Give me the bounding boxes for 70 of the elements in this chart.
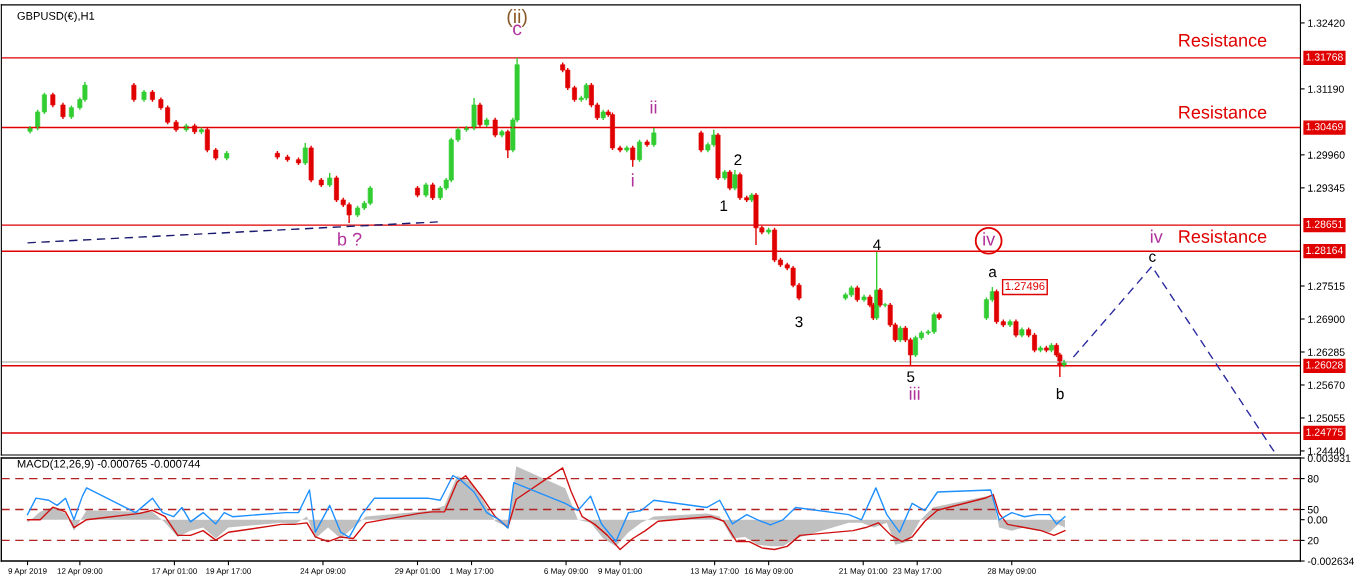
x-tick-label: 29 Apr 01:00	[395, 568, 441, 576]
x-tick-label: 9 Apr 2019	[8, 568, 47, 576]
ref-line-label: 1.24775	[1306, 428, 1343, 436]
annotation: 1.27496	[1005, 282, 1045, 291]
y-tick-label: 1.26285	[1308, 348, 1345, 356]
y-tick-label: 1.27515	[1308, 282, 1345, 290]
annotation: b ?	[338, 232, 362, 246]
annotation: c	[1149, 253, 1156, 262]
y-tick-label: 1.24440	[1308, 447, 1345, 455]
annotation: 1	[720, 200, 728, 211]
annotation: 3	[795, 316, 803, 328]
candlestick	[861, 294, 867, 303]
candlestick	[50, 91, 56, 108]
y-tick-label: -0.002634	[1307, 557, 1354, 565]
x-tick-label: 23 May 17:00	[893, 568, 942, 576]
x-tick-label: 9 May 01:00	[598, 568, 642, 576]
annotation: iii	[909, 386, 920, 400]
x-tick-label: 28 May 09:00	[987, 568, 1036, 576]
ref-line-label: 1.28651	[1306, 220, 1343, 228]
x-tick-label: 13 May 17:00	[690, 568, 739, 576]
candlestick	[624, 145, 630, 153]
x-tick-label: 17 Apr 01:00	[152, 568, 197, 576]
candlestick	[499, 128, 505, 138]
candlestick	[423, 182, 429, 198]
y-tick-label: 0.003931	[1307, 454, 1351, 462]
x-tick-label: 1 May 17:00	[449, 568, 494, 576]
ref-line-label: 1.30469	[1306, 122, 1343, 131]
candlestick	[141, 89, 147, 103]
candlestick	[302, 142, 308, 166]
y2-tick-label: 80	[1307, 475, 1319, 483]
y-tick-label: 1.26900	[1308, 315, 1345, 323]
y2-tick-label: 20	[1307, 536, 1319, 545]
annotation: ii	[650, 100, 657, 114]
y-tick-label: 1.29960	[1308, 151, 1345, 159]
candlestick	[936, 311, 942, 321]
annotation: Resistance	[1179, 33, 1267, 47]
annotation: b	[1056, 387, 1064, 400]
x-tick-label: 16 May 09:00	[744, 568, 793, 576]
y-tick-label: 1.29345	[1308, 184, 1345, 192]
annotation: 4	[873, 239, 881, 251]
text: GBPUSD(€),H1	[17, 11, 95, 22]
candlestick	[630, 145, 636, 168]
annotation: i	[631, 173, 634, 187]
annotation: a	[988, 268, 997, 278]
x-tick-label: 6 May 09:00	[544, 568, 588, 576]
candlestick	[882, 302, 888, 308]
candlestick	[644, 139, 650, 148]
x-tick-label: 12 Apr 09:00	[57, 568, 103, 576]
candlestick	[1019, 326, 1025, 338]
x-tick-label: 24 Apr 09:00	[300, 568, 346, 576]
ref-line-label: 1.31768	[1306, 53, 1343, 61]
y-tick-label: 1.25670	[1308, 381, 1345, 389]
ref-line-label: 1.28164	[1306, 246, 1343, 254]
y-tick-label: 1.25055	[1308, 414, 1345, 422]
annotation: iv	[1150, 229, 1163, 243]
ref-line-label: 1.26028	[1306, 361, 1343, 369]
chart-title: MACD(12,26,9) -0.000765 -0.000744	[17, 459, 201, 470]
y-tick-label: 1.31190	[1308, 85, 1344, 93]
y-tick-label: 0.00	[1307, 516, 1328, 524]
x-tick-label: 21 May 01:00	[839, 568, 888, 576]
annotation: 2	[734, 154, 742, 166]
annotation: iv	[983, 232, 996, 246]
annotation: Resistance	[1179, 229, 1267, 243]
candlestick	[617, 145, 623, 153]
annotation: 5	[907, 371, 915, 383]
y-tick-label: 1.32420	[1308, 19, 1345, 27]
candlestick	[1007, 318, 1013, 328]
annotation: Resistance	[1179, 105, 1267, 119]
x-tick-label: 19 Apr 17:00	[206, 568, 251, 576]
y2-tick-label: 50	[1307, 506, 1319, 514]
